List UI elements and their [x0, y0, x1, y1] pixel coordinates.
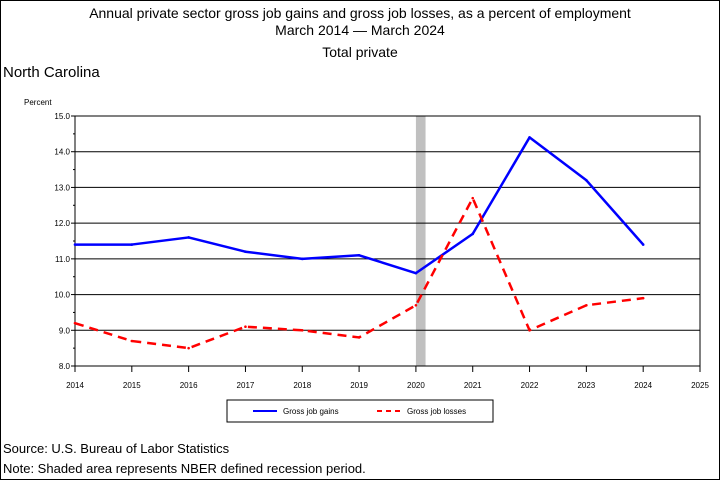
data-point	[357, 336, 361, 339]
y-tick-label: 15.0	[54, 112, 70, 121]
x-tick-label: 2021	[464, 381, 482, 390]
x-tick-label: 2023	[577, 381, 595, 390]
x-tick-label: 2017	[237, 381, 255, 390]
data-point	[471, 196, 475, 200]
data-point	[585, 303, 588, 307]
data-point	[414, 303, 418, 307]
x-tick-label: 2016	[180, 381, 198, 390]
legend-box	[226, 399, 494, 423]
data-point	[641, 243, 645, 246]
data-point	[244, 250, 247, 254]
data-point	[528, 136, 531, 139]
x-tick-label: 2018	[293, 381, 311, 390]
y-tick-label: 14.0	[54, 148, 70, 157]
region-label: North Carolina	[3, 64, 100, 81]
data-point	[130, 339, 134, 343]
recession-shading	[415, 116, 426, 366]
y-tick-label: 10.0	[54, 291, 70, 300]
data-point	[414, 271, 418, 275]
data-point	[130, 243, 134, 246]
data-point	[187, 346, 190, 350]
series-line-gross-job-losses	[74, 196, 644, 350]
data-point	[357, 253, 361, 257]
data-point	[300, 328, 304, 332]
x-tick-label: 2014	[66, 381, 84, 390]
data-point	[471, 232, 475, 236]
legend-label-0: Gross job gains	[283, 407, 339, 416]
data-point	[187, 236, 190, 239]
chart-title-line-3: Total private	[322, 44, 398, 60]
data-point	[244, 325, 247, 329]
x-tick-label: 2024	[634, 381, 652, 390]
x-tick-label: 2025	[691, 381, 709, 390]
source-note: Source: U.S. Bureau of Labor Statistics	[3, 441, 230, 456]
plot-area-border	[74, 115, 701, 367]
data-point	[73, 321, 77, 325]
chart-title-line-1: Annual private sector gross job gains an…	[89, 5, 631, 21]
y-tick-label: 8.0	[59, 362, 71, 371]
data-point	[585, 178, 588, 182]
x-tick-label: 2020	[407, 381, 425, 390]
legend-label-1: Gross job losses	[407, 407, 466, 416]
x-tick-label: 2015	[123, 381, 141, 390]
recession-note: Note: Shaded area represents NBER define…	[3, 461, 366, 476]
x-tick-label: 2022	[521, 381, 539, 390]
data-point	[300, 257, 304, 261]
x-tick-label: 2019	[350, 381, 368, 390]
data-point	[73, 243, 77, 246]
chart-title-line-2: March 2014 — March 2024	[275, 22, 445, 38]
data-point	[641, 296, 645, 300]
y-axis-label: Percent	[24, 98, 52, 107]
y-tick-label: 12.0	[54, 219, 70, 228]
series-line-gross-job-gains	[75, 136, 645, 275]
data-point	[528, 328, 531, 332]
y-tick-label: 11.0	[55, 255, 71, 264]
y-tick-label: 9.0	[59, 326, 71, 335]
y-tick-label: 13.0	[54, 183, 70, 192]
